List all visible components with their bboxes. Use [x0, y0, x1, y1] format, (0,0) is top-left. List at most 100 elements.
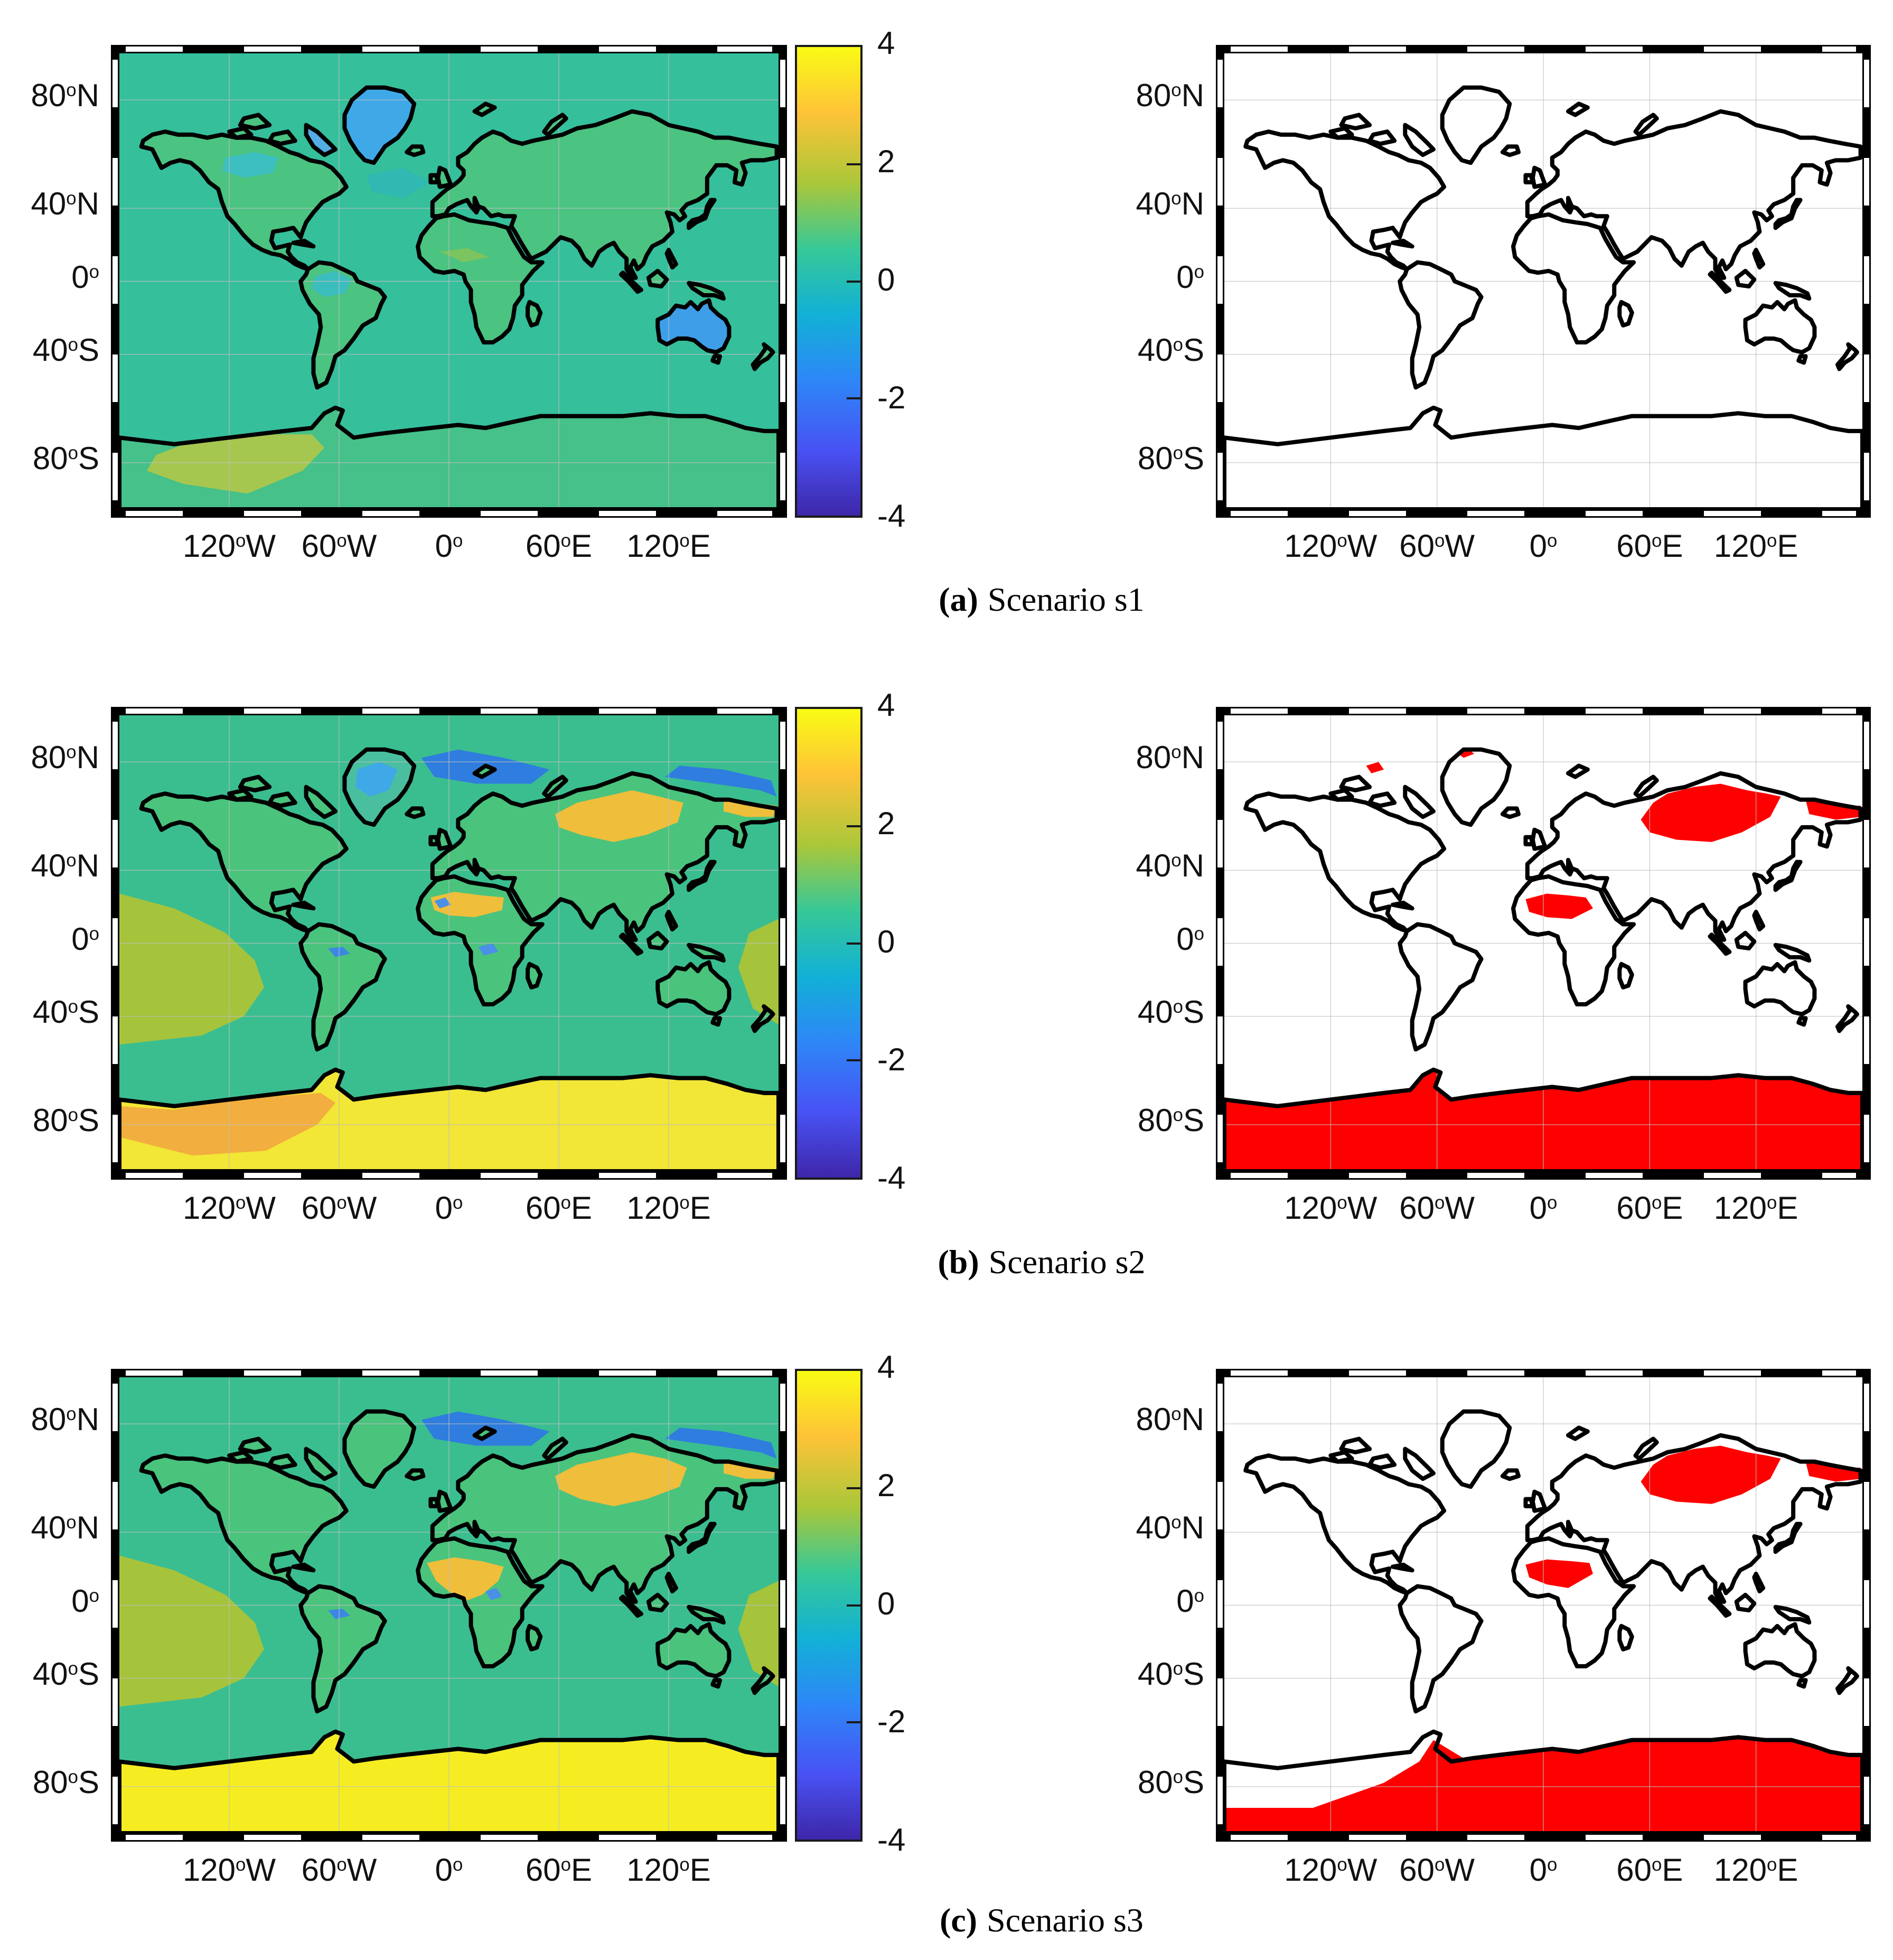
- coastline-tasmania: [1798, 1018, 1805, 1024]
- coastline-borneo: [649, 933, 667, 948]
- coastline-cuba: [293, 903, 313, 909]
- map-panel-a-left: [111, 45, 787, 518]
- patch-west-antarctica-warm: [119, 1093, 336, 1156]
- lon-tick-60W-a-right: 60oW: [1399, 528, 1475, 564]
- caption-panel-c-label: (c): [940, 1901, 978, 1939]
- land-south_america: [1400, 262, 1482, 388]
- colorbar-label--2: -2: [877, 1042, 906, 1078]
- patch-east-pacific-warm: [119, 1555, 264, 1707]
- coastline-svalbard: [1568, 104, 1588, 115]
- coastline-south_america: [1400, 1586, 1481, 1712]
- land-south_america: [301, 924, 385, 1050]
- coastline-antarctica: [1224, 1070, 1862, 1171]
- patch-south-america-cool: [312, 270, 352, 297]
- colorbar-label-4: 4: [877, 1349, 895, 1385]
- patch-east-pacific-warm: [119, 893, 264, 1045]
- lat-tick-80N-b-left: 80oN: [31, 740, 99, 776]
- coastline-africa: [418, 1538, 542, 1666]
- patch-greenland-cold: [355, 762, 398, 797]
- colorbar-b: [795, 707, 863, 1180]
- frame-ticks-right-b-right: [1864, 722, 1869, 1165]
- map-svg-b-right: [1224, 715, 1862, 1171]
- frame-ticks-left-b-left: [113, 722, 118, 1165]
- land-north_america: [141, 1455, 346, 1593]
- coastline-victoria_island: [229, 790, 251, 800]
- coastline-baffin: [1405, 125, 1433, 155]
- caption-panel-b-label: (b): [938, 1243, 979, 1281]
- coastline-north_america: [142, 1455, 346, 1593]
- coastline-novaya_zemlya: [1635, 1439, 1656, 1459]
- colorbar-tick-b: [847, 825, 860, 827]
- frame-ticks-right-b-left: [780, 722, 785, 1165]
- coastline-ireland: [430, 837, 438, 844]
- lat-tick-40S-c-right: 40oS: [1137, 1656, 1204, 1692]
- coastline-ireland: [1525, 175, 1532, 182]
- map-canvas-b-right: [1224, 715, 1862, 1171]
- coastline-philippines: [1754, 912, 1763, 929]
- coastline-novaya_zemlya: [544, 777, 566, 797]
- coastline-south_america: [1400, 263, 1481, 388]
- colorbar-label--2: -2: [877, 1704, 906, 1740]
- frame-ticks-right-c-right: [1864, 1384, 1869, 1827]
- patch-arctic-cold-2: [665, 766, 777, 797]
- coastline-tasmania: [713, 1018, 720, 1024]
- map-svg-c-right: [1224, 1377, 1862, 1833]
- land-baffin: [306, 787, 336, 817]
- coastline-madagascar: [1619, 1626, 1632, 1649]
- coastline-iceland: [1503, 1470, 1519, 1479]
- coastline-japan: [1776, 1524, 1801, 1552]
- lat-tick-40N-a-left: 40oN: [31, 186, 99, 222]
- coastline-philippines: [667, 250, 676, 267]
- coastline-cuba: [293, 241, 313, 247]
- lat-tick-40S-c-left: 40oS: [32, 1656, 99, 1692]
- coastline-greenland: [344, 1412, 414, 1487]
- patch-sig-sahara: [1525, 893, 1593, 919]
- coastline-philippines: [667, 1574, 676, 1591]
- colorbar-label-2: 2: [877, 805, 895, 841]
- lat-tick-0-c-right: 0o: [1176, 1583, 1204, 1619]
- coastline-baffin: [1405, 787, 1433, 817]
- coastline-new_guinea: [1776, 945, 1810, 960]
- frame-ticks-right-a-left: [780, 60, 785, 503]
- lat-tick-0-a-right: 0o: [1176, 259, 1204, 295]
- coastline-arctic_island_1: [240, 1439, 269, 1452]
- lon-tick-60W-c-left: 60oW: [301, 1852, 377, 1888]
- lon-tick-60E-b-left: 60oE: [525, 1190, 593, 1226]
- map-svg-b-left: [119, 715, 779, 1171]
- lat-tick-40N-c-right: 40oN: [1136, 1510, 1204, 1546]
- patch-north-atlantic-teal: [367, 167, 431, 198]
- coastline-cuba: [1393, 241, 1412, 247]
- coastline-new_zealand: [753, 344, 773, 369]
- land-north_america: [141, 132, 346, 269]
- coastline-north_america: [1245, 132, 1444, 269]
- caption-panel-a-label: (a): [939, 581, 978, 618]
- coastline-eurasia: [1527, 773, 1861, 940]
- lat-tick-80S-b-left: 80oS: [32, 1102, 99, 1138]
- land-greenland: [1442, 1411, 1510, 1487]
- coastline-antarctica: [1224, 1732, 1862, 1833]
- coastline-australia: [658, 1624, 729, 1676]
- coastline-africa: [418, 214, 542, 342]
- coastline-north_america: [142, 794, 346, 931]
- land-south_america: [301, 1586, 385, 1712]
- frame-ticks-left-c-right: [1217, 1384, 1223, 1827]
- lon-tick-120W-a-left: 120oW: [182, 528, 276, 564]
- map-svg-a-left: [119, 53, 779, 509]
- lon-tick-120W-c-right: 120oW: [1284, 1852, 1377, 1888]
- lon-tick-120E-c-left: 120oE: [626, 1852, 711, 1888]
- frame-ticks-right-c-left: [780, 1384, 785, 1827]
- colorbar-tick-c: [847, 1487, 860, 1489]
- land-south_america: [1400, 924, 1482, 1050]
- lon-tick-60E-c-right: 60oE: [1616, 1852, 1683, 1888]
- coastline-novaya_zemlya: [1635, 115, 1656, 135]
- map-svg-c-left: [119, 1377, 779, 1833]
- lon-tick-0-a-right: 0o: [1529, 528, 1558, 564]
- coastline-cuba: [1393, 903, 1412, 909]
- land-north_america: [1245, 132, 1445, 269]
- colorbar-label-0: 0: [877, 262, 895, 297]
- coastline-eurasia: [433, 111, 777, 278]
- coastline-iceland: [1503, 146, 1519, 155]
- coastline-new_guinea: [689, 945, 724, 960]
- coastline-japan: [689, 1524, 715, 1552]
